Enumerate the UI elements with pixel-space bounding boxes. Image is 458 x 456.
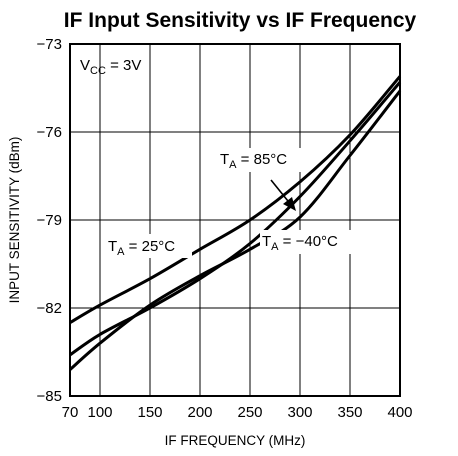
x-tick-label: 300 <box>287 404 312 421</box>
x-axis-label: IF FREQUENCY (MHz) <box>165 433 306 448</box>
condition-label: VCC = 3V <box>80 57 141 77</box>
label-m40-sub: A <box>271 241 279 253</box>
x-tick-label: 100 <box>87 404 112 421</box>
series-line-0 <box>69 75 402 324</box>
label-85-rest: = 85°C <box>237 151 288 168</box>
y-tick-labels: −73 −76 −79 −82 −85 <box>37 36 62 405</box>
grid <box>70 44 400 396</box>
label-ta-25: TA = 25°C <box>106 234 192 258</box>
x-tick-label: 70 <box>62 404 79 421</box>
y-axis-label: INPUT SENSITIVITY (dBm) <box>7 137 22 304</box>
series-lines <box>69 75 402 371</box>
y-tick-label: −82 <box>37 300 62 317</box>
x-tick-label: 250 <box>237 404 262 421</box>
label-m40-rest: = −40°C <box>279 233 339 250</box>
x-tick-label: 350 <box>337 404 362 421</box>
label-25-sub: A <box>117 246 125 258</box>
svg-text:TA = 25°C: TA = 25°C <box>108 238 175 258</box>
y-tick-label: −85 <box>37 388 62 405</box>
label-85-sub: A <box>229 159 237 171</box>
svg-text:TA = −40°C: TA = −40°C <box>262 233 338 253</box>
label-ta-minus40: TA = −40°C <box>260 230 370 254</box>
chart-title: IF Input Sensitivity vs IF Frequency <box>64 9 417 32</box>
arrow-85-head <box>283 197 296 211</box>
x-tick-label: 150 <box>137 404 162 421</box>
svg-text:TA = 85°C: TA = 85°C <box>220 151 287 171</box>
label-25-rest: = 25°C <box>125 238 176 255</box>
series-line-1 <box>69 81 402 357</box>
x-tick-label: 200 <box>187 404 212 421</box>
condition-sub: CC <box>90 65 106 77</box>
plot-frame <box>69 43 401 397</box>
label-ta-85: TA = 85°C <box>218 148 304 172</box>
label-85-main: T <box>220 151 229 168</box>
y-tick-label: −73 <box>37 36 62 53</box>
x-tick-label: 400 <box>387 404 412 421</box>
y-tick-label: −76 <box>37 124 62 141</box>
condition-rest: = 3V <box>106 57 141 74</box>
condition-main: V <box>80 57 90 74</box>
series-line-2 <box>69 89 402 371</box>
x-tick-labels: 70 100 150 200 250 300 350 400 <box>62 404 413 421</box>
label-m40-main: T <box>262 233 271 250</box>
y-tick-label: −79 <box>37 212 62 229</box>
label-25-main: T <box>108 238 117 255</box>
